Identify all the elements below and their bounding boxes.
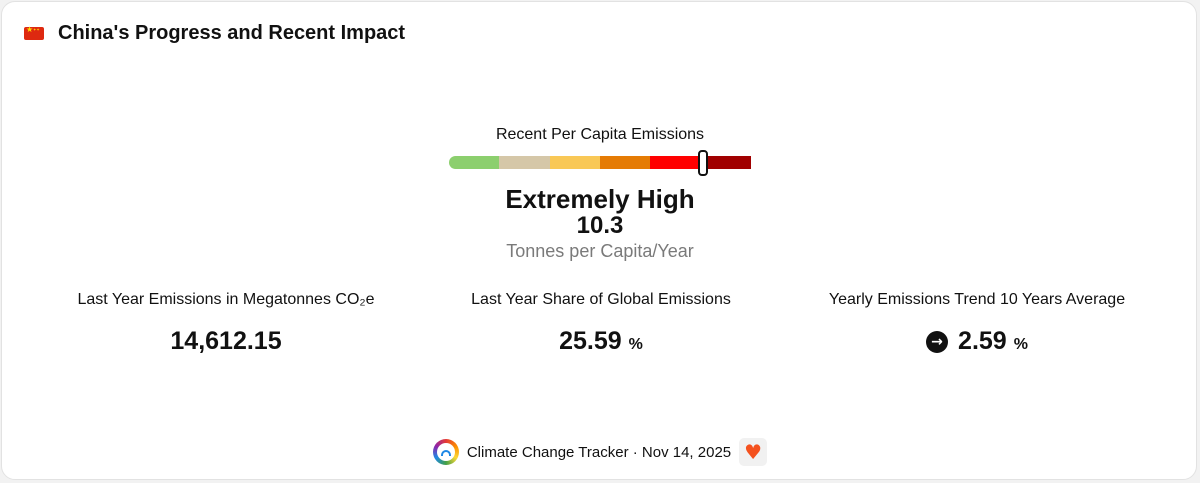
per-capita-unit: Tonnes per Capita/Year: [506, 241, 694, 261]
per-capita-value: 10.3: [576, 212, 624, 239]
stat-trend: Yearly Emissions Trend 10 Years Average …: [787, 291, 1167, 356]
card-title: China's Progress and Recent Impact: [58, 22, 406, 44]
stat-last-year-emissions: Last Year Emissions in Megatonnes CO₂e 1…: [36, 291, 416, 356]
per-capita-gauge: Recent Per Capita Emissions Extremely Hi…: [2, 126, 1198, 262]
scale-segment: [449, 156, 500, 169]
emission-level: Extremely High: [505, 184, 695, 214]
scale-segment: [599, 156, 651, 169]
stat-unit: %: [1013, 336, 1028, 353]
china-flag-icon: [24, 25, 44, 40]
scale-segment: [499, 156, 550, 169]
stat-share-global: Last Year Share of Global Emissions 25.5…: [411, 291, 791, 356]
stat-label: Last Year Share of Global Emissions: [471, 291, 731, 308]
card-footer: Climate Change Tracker · Nov 14, 2025 ♥: [2, 438, 1198, 466]
heart-icon: ♥: [744, 440, 763, 464]
stat-label: Last Year Emissions in Megatonnes CO₂e: [77, 291, 375, 308]
stat-unit: %: [628, 336, 643, 353]
card-header: China's Progress and Recent Impact: [24, 22, 405, 45]
like-button[interactable]: ♥: [739, 438, 768, 466]
scale-segment: [700, 156, 751, 169]
footer-attribution[interactable]: Climate Change Tracker · Nov 14, 2025: [466, 443, 732, 461]
emissions-scale-bar: [449, 150, 751, 176]
scale-segment: [549, 156, 600, 169]
stat-label: Yearly Emissions Trend 10 Years Average: [828, 291, 1126, 308]
scale-segment: [650, 156, 701, 169]
stat-value: 14,612.15: [170, 327, 282, 355]
gauge-label: Recent Per Capita Emissions: [495, 126, 705, 143]
arrow-right-circle-icon: →: [926, 330, 949, 353]
climate-change-tracker-logo-icon[interactable]: [432, 439, 459, 465]
stat-value: 2.59: [958, 327, 1007, 355]
stat-value: 25.59: [559, 327, 622, 355]
scale-marker: [697, 150, 708, 176]
